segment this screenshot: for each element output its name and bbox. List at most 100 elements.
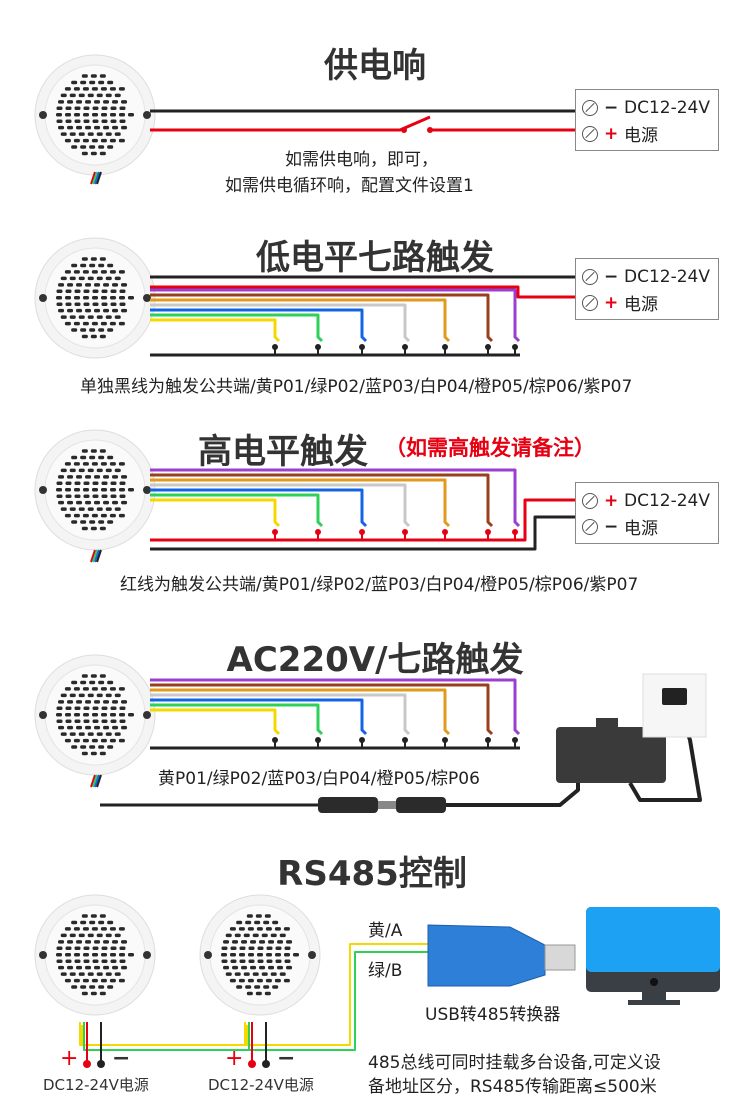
grille-slot (89, 985, 96, 989)
trigger-wire-blue (150, 308, 368, 343)
grille-slot (69, 693, 76, 698)
grille-slot (80, 145, 87, 149)
grille-slot (254, 985, 261, 989)
grille-slot (56, 113, 62, 117)
grille-slot (76, 500, 83, 505)
grille-slot (91, 321, 98, 326)
black-wire (150, 515, 575, 551)
grille-slot (83, 706, 90, 711)
grille-slot (103, 965, 110, 970)
grille-slot (225, 972, 232, 976)
wire-bundle (94, 549, 100, 563)
grille-slot (103, 500, 110, 505)
grille-slot (107, 80, 114, 85)
grille-slot (60, 693, 67, 698)
grille-slot (76, 100, 83, 104)
grille-slot (236, 920, 243, 925)
grille-slot (114, 132, 121, 136)
trigger-wire-green (150, 493, 324, 528)
trigger-wire-orange (150, 688, 451, 736)
speaker-rs485-2 (199, 894, 321, 1016)
grille-slot (239, 953, 245, 957)
grille-slot (121, 475, 128, 479)
grille-slot (105, 972, 112, 976)
grille-slot (94, 125, 101, 130)
grille-slot (92, 706, 99, 711)
grille-slot (65, 713, 71, 717)
grille-slot (256, 978, 263, 983)
grille-slot (114, 468, 121, 473)
grille-slot (114, 972, 121, 976)
grille-slot (69, 507, 76, 511)
grille-slot (100, 978, 107, 983)
grille-slot (58, 100, 65, 104)
grille-slot (221, 959, 228, 963)
grille-slot (78, 132, 85, 136)
grille-slot (110, 296, 116, 300)
grille-slot (65, 488, 71, 492)
grille-slot (112, 283, 119, 287)
grille-slot (98, 520, 105, 524)
wall-socket-icon (642, 673, 707, 738)
grille-slot (65, 481, 72, 486)
grille-slot (119, 953, 125, 957)
grille-slot (74, 302, 81, 306)
terminal-symbol: − (604, 98, 619, 118)
grille-slot (109, 738, 116, 743)
grille-slot (67, 500, 74, 505)
grille-slot (73, 978, 80, 983)
grille-slot (67, 965, 74, 970)
grille-slot (56, 719, 63, 723)
grille-slot (56, 296, 62, 300)
grille-slot (101, 106, 108, 111)
speaker-low-level (34, 237, 156, 359)
grille-slot (119, 119, 126, 123)
grille-slot (58, 125, 65, 130)
grille-slot (69, 276, 76, 281)
grille-slot (90, 257, 97, 261)
grille-slot (56, 481, 63, 486)
high-level-terminal: + DC12-24V − 电源 (575, 482, 719, 544)
grille-slot (100, 462, 107, 466)
grille-slot (105, 468, 112, 473)
grille-slot (91, 978, 98, 983)
low-level-terminal: − DC12-24V + 电源 (575, 258, 719, 320)
wire-bundle (96, 171, 102, 185)
grille-slot (110, 713, 116, 717)
grille-slot (85, 940, 92, 944)
grille-slot (73, 138, 80, 143)
grille-slot (101, 953, 107, 957)
grille-slot (65, 946, 72, 951)
grille-slot (94, 500, 101, 505)
speaker-power (34, 54, 156, 176)
grille-slot (89, 328, 96, 332)
grille-slot (74, 296, 80, 300)
grille-slot (98, 145, 105, 149)
mount-hole (143, 294, 151, 302)
grille-slot (90, 991, 97, 996)
grille-slot (118, 462, 125, 466)
grille-slot (73, 927, 80, 931)
grille-slot (67, 725, 74, 730)
grille-slot (73, 270, 80, 274)
wire-bundle (94, 774, 100, 788)
grille-slot (110, 953, 116, 957)
section-title-low-level: 低电平七路触发 (256, 238, 494, 278)
grille-slot (87, 93, 94, 98)
grille-slot (221, 953, 227, 957)
grille-slot (87, 132, 94, 136)
grille-slot (80, 745, 87, 749)
grille-slot (98, 985, 105, 989)
grille-slot (99, 74, 106, 78)
grille-slot (128, 488, 134, 492)
grille-slot (110, 119, 117, 123)
red-wire (150, 115, 431, 132)
grille-slot (83, 106, 90, 111)
grille-slot (100, 513, 107, 518)
grille-slot (105, 507, 112, 511)
grille-slot (76, 283, 83, 287)
section-title-rs485: RS485控制 (277, 854, 467, 894)
switch-contact (401, 127, 407, 133)
grille-slot (101, 113, 107, 117)
power-red-terminal (248, 1060, 256, 1068)
